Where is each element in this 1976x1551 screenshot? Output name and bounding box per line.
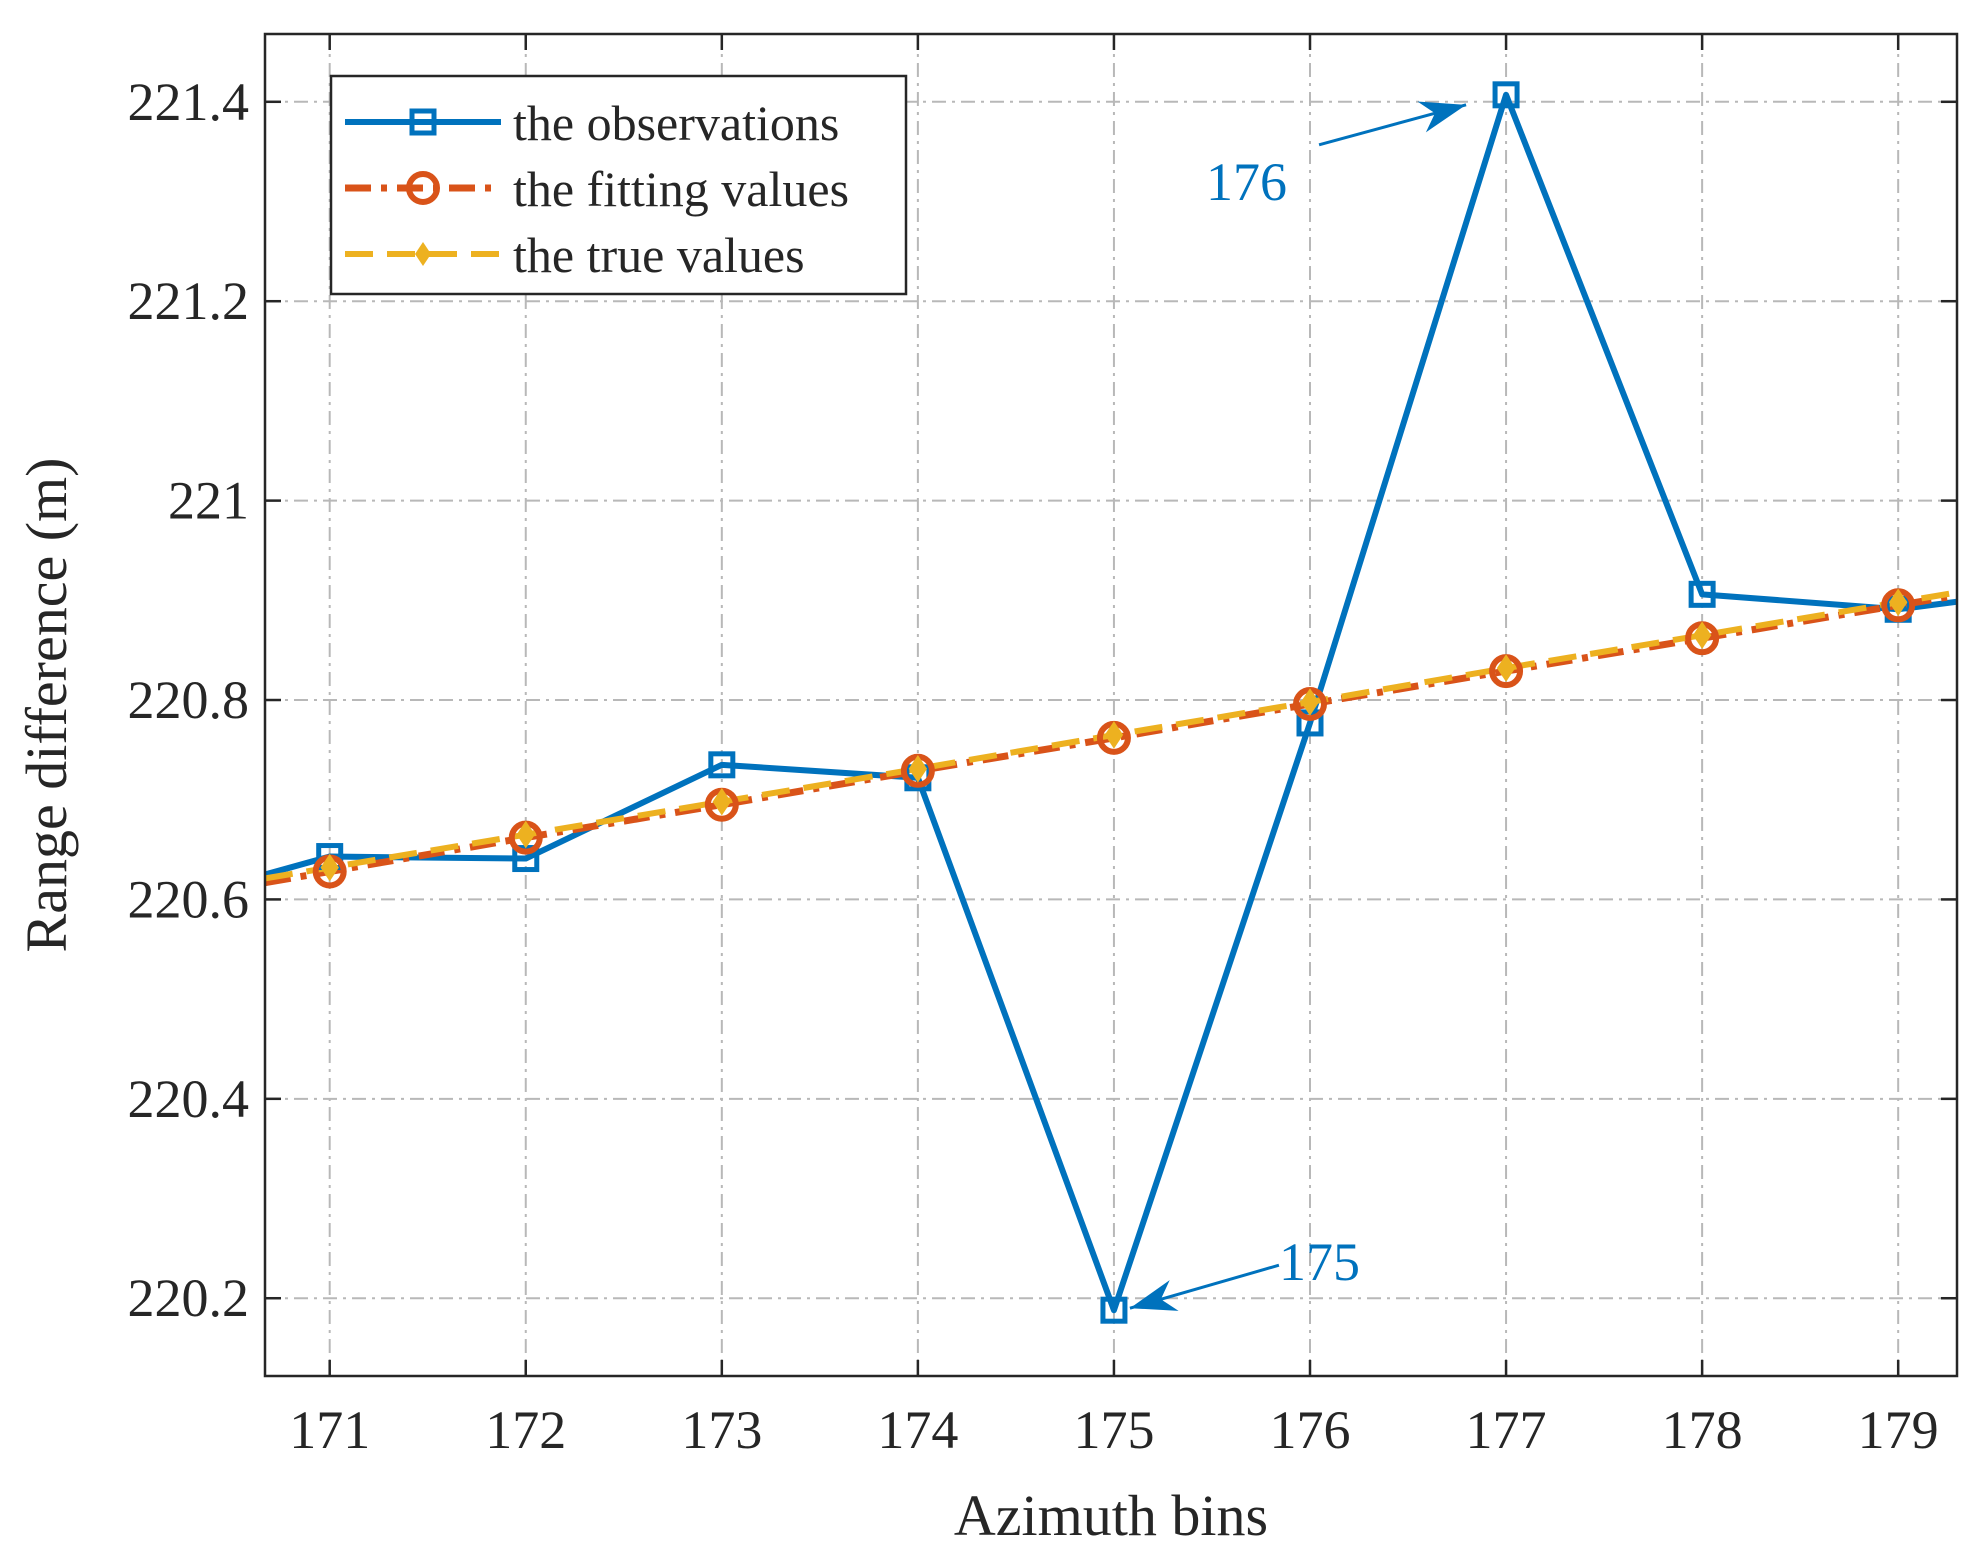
data-point-true	[1692, 621, 1712, 650]
x-tick-label: 176	[1270, 1400, 1351, 1460]
data-point-true	[516, 820, 535, 849]
annotation-175-label: 175	[1279, 1232, 1360, 1292]
data-point-true	[320, 853, 339, 882]
x-tick-label: 177	[1466, 1400, 1547, 1460]
annotation-176-label: 176	[1206, 152, 1287, 212]
data-point-observation	[708, 751, 736, 779]
y-tick-label: 221.4	[128, 72, 250, 132]
y-tick-label: 221.2	[128, 271, 250, 331]
x-tick-label: 178	[1662, 1400, 1743, 1460]
x-tick-label: 172	[485, 1400, 566, 1460]
axes-box	[263, 32, 1959, 1378]
data-point-true	[1104, 721, 1124, 749]
y-axis-label: Range difference (m)	[14, 458, 79, 953]
annotation-175-arrow-head	[1129, 1280, 1179, 1311]
series-line-1	[265, 91, 1957, 1314]
x-tick-label: 174	[877, 1400, 958, 1460]
data-point-true	[1496, 654, 1516, 682]
y-tick-label: 220.4	[128, 1069, 250, 1129]
data-point-observation	[1492, 81, 1520, 109]
data-point-true	[1888, 588, 1908, 617]
legend-marker-diamond	[415, 242, 431, 266]
x-tick-label: 175	[1073, 1400, 1154, 1460]
data-point-true	[908, 755, 928, 783]
y-tick-label: 221	[168, 471, 249, 531]
legend-label-3: the true values	[513, 227, 805, 283]
legend-marker-square	[409, 108, 437, 136]
data-point-true	[712, 787, 732, 816]
legend-label-1: the observations	[513, 95, 839, 151]
x-tick-label: 173	[681, 1400, 762, 1460]
y-tick-label: 220.8	[128, 670, 250, 730]
legend: the observations the fitting values the tr…	[329, 74, 908, 296]
x-axis-label: Azimuth bins	[954, 1483, 1268, 1546]
legend-label-2: the fitting values	[513, 161, 849, 217]
data-point-observation	[1100, 1296, 1128, 1324]
x-tick-label: 171	[289, 1400, 370, 1460]
data-point-observation	[1688, 580, 1716, 608]
annotation-176-arrow-head	[1417, 101, 1467, 133]
x-tick-label: 179	[1858, 1400, 1939, 1460]
series-group	[265, 81, 1957, 1324]
data-point-true	[1300, 688, 1320, 716]
y-tick-label: 220.2	[128, 1268, 250, 1328]
legend-marker-circle	[406, 171, 440, 205]
y-tick-label: 220.6	[128, 869, 250, 929]
